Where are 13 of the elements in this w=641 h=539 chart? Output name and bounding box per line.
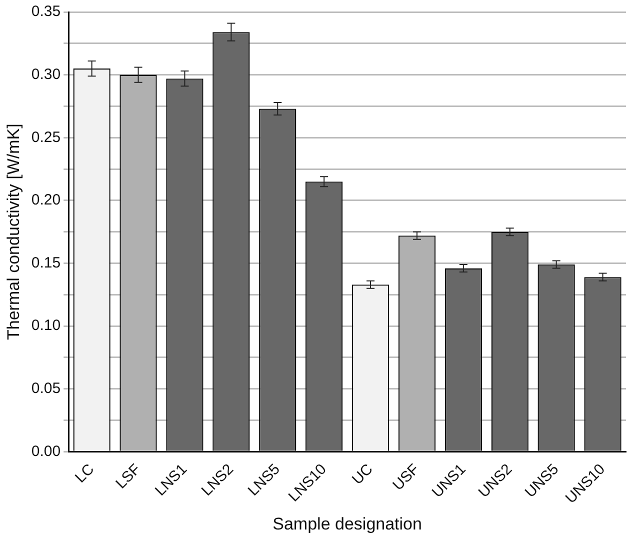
- y-tick-label: 0.10: [31, 317, 61, 334]
- x-tick-label: LC: [72, 460, 98, 486]
- x-tick-label: UC: [348, 460, 376, 488]
- y-axis-title: Thermal conductivity [W/mK]: [4, 124, 23, 340]
- y-tick-label: 0.25: [31, 128, 61, 146]
- y-tick-label: 0.20: [31, 192, 61, 209]
- y-tick-label: 0.00: [31, 442, 61, 460]
- y-tick-label: 0.15: [31, 254, 61, 272]
- y-tick-label: 0.35: [31, 3, 61, 20]
- x-tick-label: LSF: [112, 460, 144, 492]
- x-axis-title: Sample designation: [272, 514, 422, 534]
- y-tick-label: 0.30: [31, 66, 61, 83]
- y-tick-label: 0.05: [31, 380, 61, 398]
